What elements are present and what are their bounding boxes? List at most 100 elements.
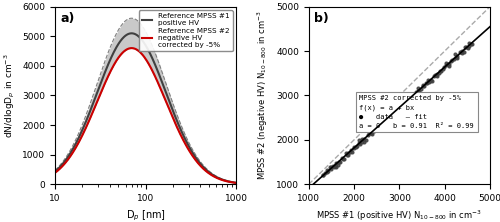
Point (388, 111, 396, 115)
Point (350, 147, 358, 150)
Text: a): a) (60, 12, 75, 25)
Point (467, 42, 475, 46)
Point (374, 124, 382, 127)
Point (338, 156, 346, 160)
Point (386, 114, 394, 117)
Point (427, 78, 435, 81)
Point (406, 95, 414, 99)
Point (321, 171, 329, 174)
Point (444, 62, 452, 65)
Point (367, 131, 375, 135)
Point (420, 84, 428, 88)
Point (396, 103, 404, 107)
Point (398, 104, 406, 108)
Point (454, 56, 462, 59)
Point (458, 49, 466, 52)
Point (447, 60, 455, 63)
Point (388, 113, 396, 117)
Point (428, 79, 436, 83)
Point (318, 173, 326, 177)
Point (358, 138, 366, 141)
Point (456, 50, 464, 54)
Point (460, 46, 468, 49)
Point (374, 124, 382, 128)
Point (380, 118, 388, 122)
Point (458, 51, 466, 55)
Point (422, 81, 430, 85)
Point (424, 78, 432, 82)
Point (402, 98, 409, 101)
Point (416, 87, 424, 91)
Point (450, 57, 458, 60)
Point (390, 113, 398, 116)
Point (332, 161, 340, 165)
Point (382, 117, 390, 120)
Point (465, 44, 473, 48)
Point (342, 151, 350, 154)
Legend: Reference MPSS #1
positive HV, Reference MPSS #2
negative HV
corrected by -5%: Reference MPSS #1 positive HV, Reference… (138, 10, 232, 51)
Point (418, 84, 426, 87)
Text: MPSS #2 corrected by -5%
f(x) = a + bx
●   data   — fit
a = 0   b = 0.91  R² = 0: MPSS #2 corrected by -5% f(x) = a + bx ●… (360, 95, 474, 129)
Point (440, 65, 448, 69)
Point (342, 153, 350, 157)
Point (404, 96, 412, 99)
Point (398, 103, 406, 107)
Point (389, 112, 397, 115)
Point (329, 164, 337, 168)
Point (370, 129, 378, 133)
Point (352, 145, 360, 149)
Point (432, 73, 440, 77)
Point (344, 153, 352, 157)
Point (422, 81, 430, 85)
Point (406, 96, 414, 99)
Point (331, 164, 339, 167)
Point (451, 53, 459, 56)
Point (452, 55, 460, 58)
Point (442, 63, 450, 67)
Point (409, 93, 417, 97)
Point (436, 70, 444, 73)
Y-axis label: MPSS #2 (negative HV) N$_{10-800}$ in cm$^{-3}$: MPSS #2 (negative HV) N$_{10-800}$ in cm… (256, 11, 270, 180)
Point (382, 116, 390, 119)
Point (323, 168, 331, 172)
Point (426, 79, 434, 82)
Point (434, 74, 442, 77)
Point (453, 55, 461, 58)
Point (433, 73, 441, 76)
Point (330, 165, 338, 168)
Point (364, 134, 372, 137)
Point (326, 165, 334, 168)
Point (456, 50, 464, 54)
Point (336, 160, 344, 163)
Point (356, 142, 364, 146)
Point (356, 139, 364, 142)
Point (340, 158, 347, 161)
Point (374, 127, 382, 131)
Point (368, 132, 376, 135)
Point (414, 87, 422, 90)
Point (444, 62, 452, 66)
Point (346, 151, 354, 154)
Point (360, 140, 368, 144)
Point (390, 112, 398, 115)
Point (462, 45, 470, 49)
Point (420, 84, 428, 87)
Point (424, 81, 432, 84)
Point (430, 75, 438, 78)
Point (360, 137, 368, 140)
Point (402, 103, 410, 107)
Point (464, 41, 472, 44)
Point (402, 100, 410, 104)
Point (435, 71, 443, 74)
Point (336, 160, 344, 164)
Point (344, 151, 352, 155)
Point (411, 92, 419, 96)
Point (460, 50, 468, 54)
X-axis label: D$_p$ [nm]: D$_p$ [nm] (126, 208, 166, 222)
Point (393, 107, 401, 110)
Point (320, 174, 328, 177)
Point (353, 145, 361, 148)
Point (408, 95, 416, 99)
Point (324, 170, 332, 173)
Point (348, 150, 356, 153)
